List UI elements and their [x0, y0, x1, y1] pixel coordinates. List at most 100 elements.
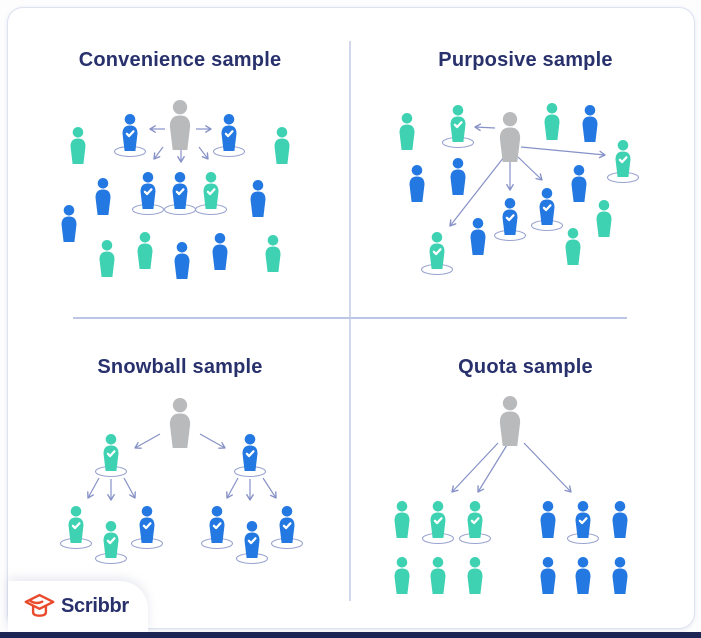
person-icon	[493, 198, 527, 242]
horizontal-divider	[73, 317, 627, 319]
arrow-connector	[199, 433, 226, 449]
person-icon	[233, 434, 267, 478]
arrow-connector	[123, 477, 136, 499]
person-icon	[235, 521, 269, 565]
footer-bar	[0, 632, 701, 638]
check-icon	[578, 517, 588, 525]
brand-name: Scribbr	[61, 595, 129, 617]
person-icon	[270, 506, 304, 550]
arrow-connector	[451, 442, 499, 493]
person-icon	[421, 501, 455, 545]
arrow-connector	[517, 156, 543, 181]
person-icon	[540, 557, 556, 594]
check-icon	[125, 130, 135, 138]
arrow-connector	[262, 477, 277, 499]
person-icon	[470, 218, 486, 255]
person-icon	[467, 557, 483, 594]
person-icon	[612, 557, 628, 594]
check-icon	[470, 517, 480, 525]
person-icon	[458, 501, 492, 545]
person-icon	[499, 396, 521, 446]
check-icon	[175, 188, 185, 196]
check-icon	[142, 522, 152, 530]
person-icon	[450, 158, 466, 195]
check-icon	[505, 214, 515, 222]
person-icon	[274, 127, 290, 164]
person-icon	[394, 501, 410, 538]
person-icon	[212, 233, 228, 270]
person-icon	[70, 127, 86, 164]
arrow-connector	[134, 433, 161, 449]
person-icon	[113, 114, 147, 158]
check-icon	[433, 517, 443, 525]
check-icon	[245, 450, 255, 458]
check-icon	[143, 188, 153, 196]
snowball-sample-diagram	[59, 398, 304, 565]
arrow-connector	[477, 444, 508, 493]
vertical-divider	[349, 41, 351, 601]
person-icon	[59, 506, 93, 550]
person-icon	[131, 172, 165, 216]
arrow-connector	[520, 146, 606, 159]
check-icon	[618, 156, 628, 164]
arrow-connector	[226, 477, 239, 499]
person-icon	[174, 242, 190, 279]
person-icon	[540, 501, 556, 538]
person-icon	[544, 103, 560, 140]
check-icon	[432, 248, 442, 256]
person-icon	[582, 105, 598, 142]
quota-sample-diagram	[394, 396, 628, 594]
arrow-connector	[523, 442, 572, 493]
purposive-sample-diagram	[399, 103, 640, 276]
quadrant-title-quota: Quota sample	[458, 356, 593, 378]
scribbr-logo: Scribbr	[8, 581, 148, 632]
check-icon	[247, 537, 257, 545]
person-icon	[565, 228, 581, 265]
arrow-connector	[449, 156, 505, 227]
person-icon	[163, 172, 197, 216]
quadrant-title-purposive: Purposive sample	[438, 49, 613, 71]
person-icon	[566, 501, 600, 545]
person-icon	[194, 172, 228, 216]
person-icon	[596, 200, 612, 237]
check-icon	[71, 522, 81, 530]
check-icon	[542, 204, 552, 212]
person-icon	[420, 232, 454, 276]
arrow-connector	[153, 146, 164, 160]
check-icon	[212, 522, 222, 530]
person-icon	[94, 434, 128, 478]
person-icon	[575, 557, 591, 594]
check-icon	[453, 121, 463, 129]
check-icon	[224, 130, 234, 138]
person-icon	[137, 232, 153, 269]
person-icon	[200, 506, 234, 550]
person-icon	[265, 235, 281, 272]
arrow-connector	[87, 477, 100, 499]
person-icon	[606, 140, 640, 184]
person-icon	[169, 100, 191, 150]
quadrant-title-snowball: Snowball sample	[97, 356, 263, 378]
person-icon	[409, 165, 425, 202]
check-icon	[206, 188, 216, 196]
person-icon	[430, 557, 446, 594]
person-icon	[61, 205, 77, 242]
person-icon	[499, 112, 521, 162]
arrow-connector	[474, 123, 496, 132]
person-icon	[212, 114, 246, 158]
person-icon	[399, 113, 415, 150]
person-icon	[95, 178, 111, 215]
convenience-sample-diagram	[61, 100, 290, 279]
person-icon	[130, 506, 164, 550]
person-icon	[441, 105, 475, 149]
person-icon	[394, 557, 410, 594]
person-icon	[530, 188, 564, 232]
quadrant-title-convenience: Convenience sample	[78, 49, 282, 71]
arrow-connector	[198, 146, 209, 160]
check-icon	[106, 450, 116, 458]
person-icon	[571, 165, 587, 202]
check-icon	[106, 537, 116, 545]
person-icon	[94, 521, 128, 565]
graduation-cap-icon	[24, 593, 55, 617]
